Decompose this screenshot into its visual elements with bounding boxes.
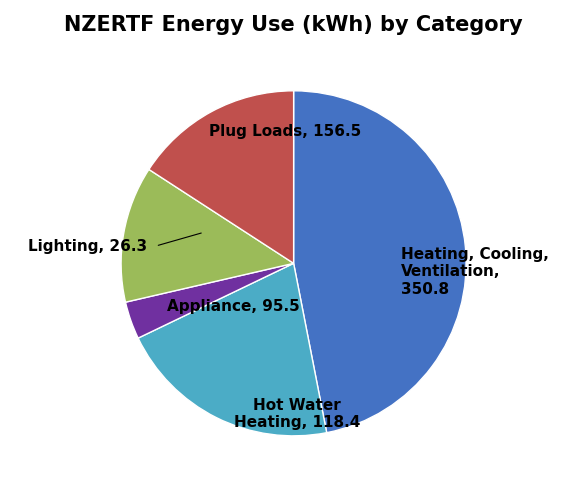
Wedge shape xyxy=(149,91,293,263)
Text: Plug Loads, 156.5: Plug Loads, 156.5 xyxy=(209,124,361,139)
Wedge shape xyxy=(125,263,293,338)
Text: Hot Water
Heating, 118.4: Hot Water Heating, 118.4 xyxy=(234,398,360,430)
Wedge shape xyxy=(121,169,293,302)
Text: Lighting, 26.3: Lighting, 26.3 xyxy=(28,239,147,253)
Text: Appliance, 95.5: Appliance, 95.5 xyxy=(167,299,300,314)
Wedge shape xyxy=(293,91,466,433)
Wedge shape xyxy=(138,263,327,436)
Text: Heating, Cooling,
Ventilation,
350.8: Heating, Cooling, Ventilation, 350.8 xyxy=(400,247,548,297)
Title: NZERTF Energy Use (kWh) by Category: NZERTF Energy Use (kWh) by Category xyxy=(64,15,523,35)
